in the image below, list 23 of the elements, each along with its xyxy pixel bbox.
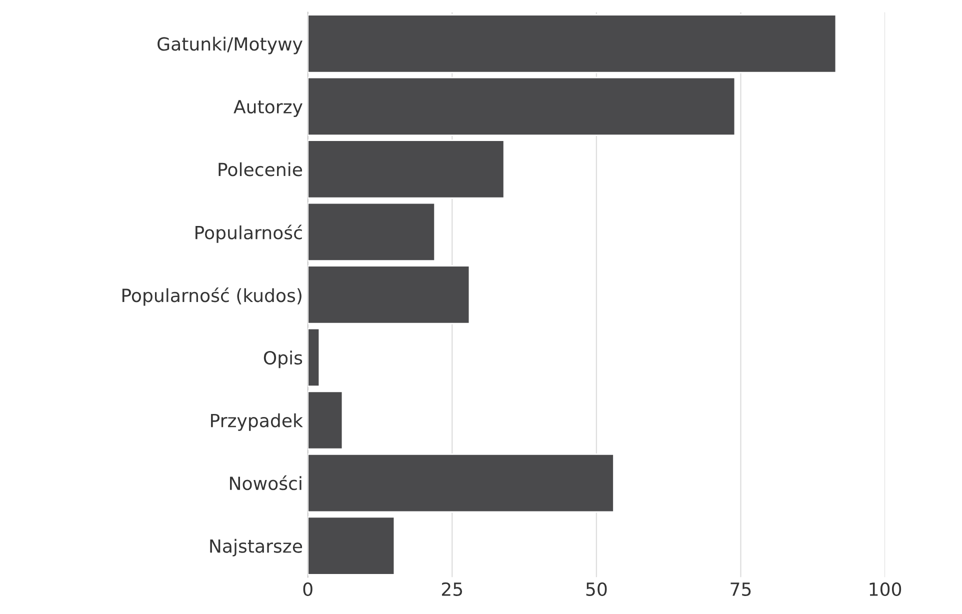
x-tick-label: 50: [586, 582, 607, 596]
y-tick-label: Opis: [264, 350, 302, 368]
bar: [308, 328, 320, 388]
bar: [308, 76, 736, 136]
y-tick-label: Polecenie: [218, 162, 302, 176]
bar: [308, 14, 837, 74]
bar: [308, 516, 396, 576]
y-tick-label: Popularność (kudos): [122, 288, 302, 306]
x-tick-label: 75: [730, 582, 751, 596]
x-tick-label: 100: [870, 582, 902, 596]
bar: [308, 265, 470, 324]
x-tick-label: 25: [442, 582, 462, 596]
y-tick-label: Gatunki/Motywy: [158, 36, 302, 54]
y-tick-label: Nowości: [230, 475, 302, 490]
bar: [308, 390, 344, 450]
x-tick-label: 0: [303, 582, 312, 596]
y-tick-label: Popularność: [196, 224, 302, 243]
y-tick-label: Przypadek: [211, 413, 303, 431]
bar: [308, 140, 505, 199]
y-tick-label: Najstarsze: [210, 538, 302, 556]
bar: [308, 202, 436, 262]
bar: [308, 453, 614, 513]
y-tick-label: Autorzy: [234, 100, 302, 118]
